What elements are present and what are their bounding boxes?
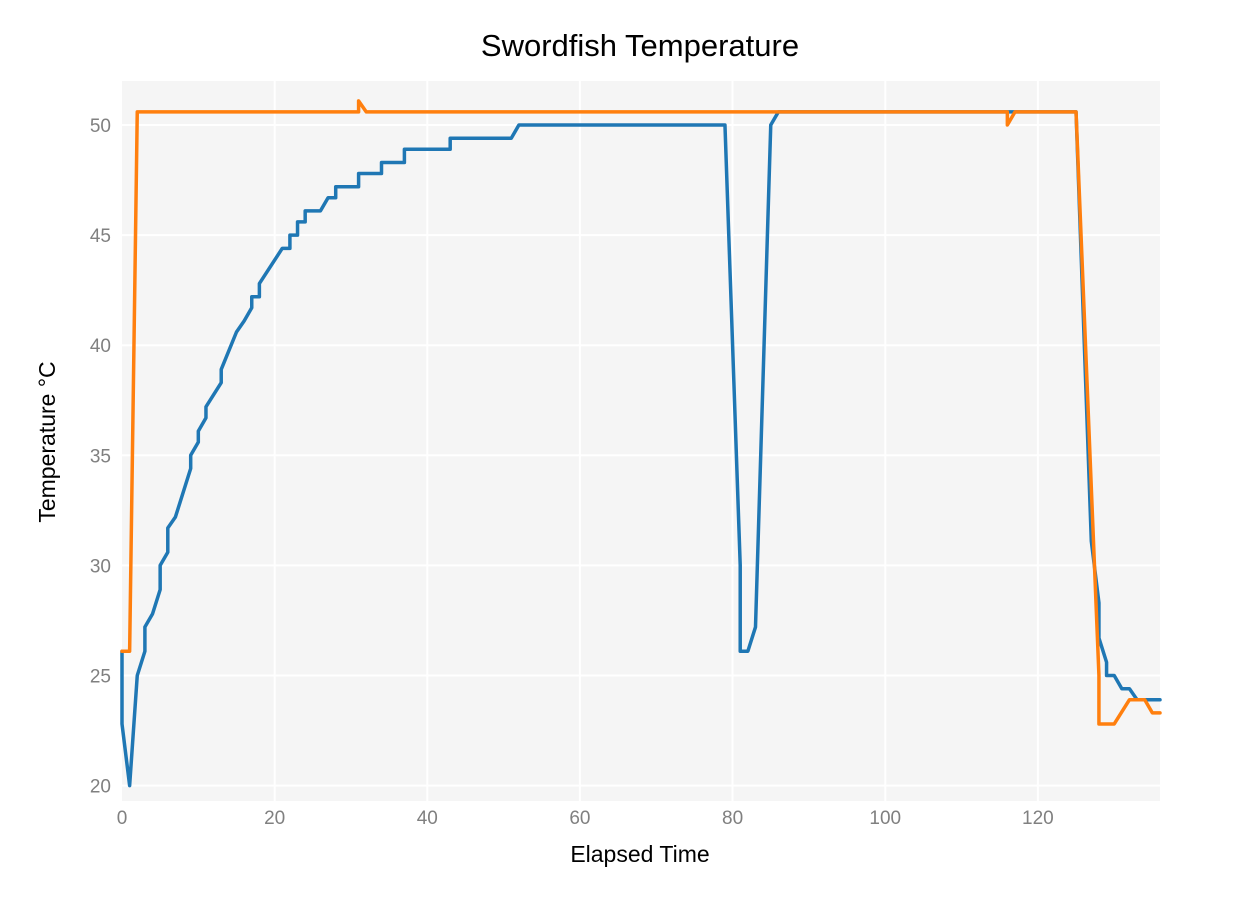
y-tick-label: 35 [90,446,111,467]
plot-background [122,81,1160,801]
y-tick-label: 40 [90,336,111,357]
y-tick-label: 45 [90,226,111,247]
x-tick-labels: 0 20 40 60 80 100 120 [117,808,1054,829]
series-layer [120,99,1162,788]
y-tick-label: 25 [90,666,111,687]
x-tick-label: 0 [117,808,128,829]
y-axis-title: Temperature °C [34,361,60,522]
x-tick-label: 100 [869,808,901,829]
chart-title: Swordfish Temperature [481,28,799,63]
x-tick-label: 20 [264,808,285,829]
y-tick-labels: 20 25 30 35 40 45 50 [90,116,111,798]
x-tick-label: 60 [569,808,590,829]
x-tick-label: 120 [1022,808,1054,829]
x-tick-label: 80 [722,808,743,829]
y-tick-label: 30 [90,556,111,577]
x-tick-label: 40 [417,808,438,829]
y-tick-label: 20 [90,777,111,798]
x-axis-title: Elapsed Time [570,841,709,867]
y-tick-label: 50 [90,116,111,137]
series-line-2 [120,99,1162,726]
